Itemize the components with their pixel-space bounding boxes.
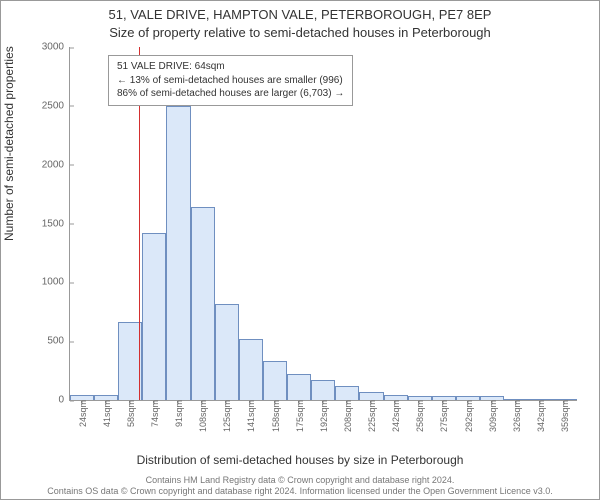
x-tick: 342sqm xyxy=(534,400,546,432)
histogram-bar xyxy=(191,207,215,400)
x-tick: 208sqm xyxy=(341,400,353,432)
footer-line-1: Contains HM Land Registry data © Crown c… xyxy=(1,475,599,486)
histogram-bar xyxy=(311,380,335,400)
histogram-bar xyxy=(480,396,504,400)
x-tick: 125sqm xyxy=(220,400,232,432)
histogram-bar xyxy=(142,233,166,400)
y-tick: 2000 xyxy=(42,159,70,170)
legend-box: 51 VALE DRIVE: 64sqm ← 13% of semi-detac… xyxy=(108,55,353,106)
x-tick: 141sqm xyxy=(244,400,256,432)
histogram-bar xyxy=(335,386,359,400)
x-tick: 225sqm xyxy=(365,400,377,432)
x-tick: 258sqm xyxy=(413,400,425,432)
histogram-bar xyxy=(263,361,287,400)
x-tick: 158sqm xyxy=(269,400,281,432)
x-tick: 91sqm xyxy=(172,400,184,427)
title-line-2: Size of property relative to semi-detach… xyxy=(1,25,599,40)
legend-larger: 86% of semi-detached houses are larger (… xyxy=(117,87,344,101)
histogram-bar xyxy=(504,399,528,400)
x-tick: 108sqm xyxy=(196,400,208,432)
histogram-bar xyxy=(215,304,239,400)
x-tick: 359sqm xyxy=(558,400,570,432)
y-tick: 0 xyxy=(58,395,70,406)
y-tick: 3000 xyxy=(42,42,70,53)
x-tick: 326sqm xyxy=(510,400,522,432)
x-tick: 74sqm xyxy=(148,400,160,427)
histogram-bar xyxy=(432,396,456,400)
histogram-bar xyxy=(94,395,118,400)
y-tick: 1000 xyxy=(42,277,70,288)
footer: Contains HM Land Registry data © Crown c… xyxy=(1,475,599,497)
histogram-bar xyxy=(528,399,552,400)
histogram-bar xyxy=(408,396,432,400)
histogram-bar xyxy=(456,396,480,400)
x-tick: 242sqm xyxy=(389,400,401,432)
footer-line-2: Contains OS data © Crown copyright and d… xyxy=(1,486,599,497)
chart-container: 51, VALE DRIVE, HAMPTON VALE, PETERBOROU… xyxy=(0,0,600,500)
y-tick: 1500 xyxy=(42,218,70,229)
legend-property: 51 VALE DRIVE: 64sqm xyxy=(117,60,344,74)
histogram-bar xyxy=(287,374,311,400)
title-line-1: 51, VALE DRIVE, HAMPTON VALE, PETERBOROU… xyxy=(1,7,599,22)
histogram-bar xyxy=(70,395,94,400)
x-tick: 175sqm xyxy=(293,400,305,432)
x-axis-label: Distribution of semi-detached houses by … xyxy=(1,453,599,467)
histogram-bar xyxy=(166,106,190,400)
x-tick: 309sqm xyxy=(486,400,498,432)
x-tick: 58sqm xyxy=(124,400,136,427)
histogram-bar xyxy=(552,399,576,400)
histogram-bar xyxy=(384,395,408,400)
y-tick: 2500 xyxy=(42,100,70,111)
y-tick: 500 xyxy=(47,336,70,347)
x-tick: 41sqm xyxy=(100,400,112,427)
histogram-bar xyxy=(239,339,263,400)
x-tick: 275sqm xyxy=(437,400,449,432)
y-axis-label: Number of semi-detached properties xyxy=(2,46,16,241)
x-tick: 192sqm xyxy=(317,400,329,432)
x-tick: 24sqm xyxy=(76,400,88,427)
histogram-bar xyxy=(359,392,383,400)
x-tick: 292sqm xyxy=(462,400,474,432)
legend-smaller: ← 13% of semi-detached houses are smalle… xyxy=(117,74,344,88)
plot-area: 51 VALE DRIVE: 64sqm ← 13% of semi-detac… xyxy=(69,47,577,401)
